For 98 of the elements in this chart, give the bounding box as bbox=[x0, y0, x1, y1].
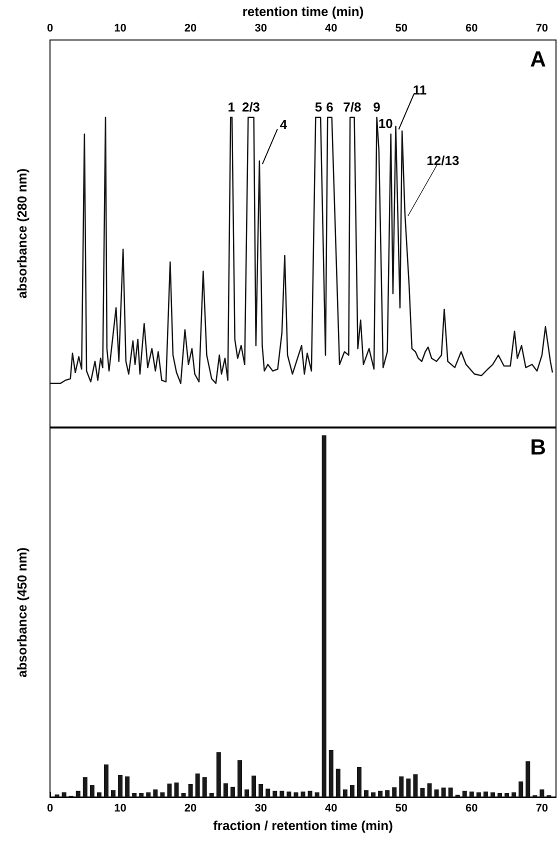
bar bbox=[448, 788, 453, 797]
bar bbox=[223, 783, 228, 797]
annotation: 2/3 bbox=[242, 99, 260, 114]
bar bbox=[476, 792, 481, 797]
annotation: 10 bbox=[378, 116, 393, 132]
bar bbox=[371, 792, 376, 797]
y-axis-title: absorbance (280 nm) bbox=[14, 168, 30, 299]
bar bbox=[76, 790, 80, 797]
x-tick-label: 40 bbox=[324, 802, 338, 814]
bar bbox=[427, 783, 432, 797]
x-tick-label: 50 bbox=[395, 802, 408, 814]
bar bbox=[202, 777, 207, 797]
bar bbox=[216, 752, 221, 797]
bar bbox=[90, 785, 94, 797]
bar bbox=[118, 774, 123, 797]
x-axis-title: retention time (min) bbox=[242, 4, 364, 19]
bar bbox=[314, 792, 320, 797]
bar bbox=[308, 790, 312, 797]
annotation: 5 bbox=[314, 99, 322, 114]
bar bbox=[104, 764, 108, 797]
bar bbox=[286, 792, 292, 797]
x-tick-label: 50 bbox=[395, 22, 408, 34]
bar bbox=[413, 774, 418, 797]
bar bbox=[294, 792, 298, 797]
annotation: 1 bbox=[228, 99, 235, 114]
bar bbox=[54, 794, 60, 797]
bar bbox=[498, 793, 502, 797]
bar bbox=[328, 750, 334, 797]
bar bbox=[238, 760, 242, 797]
bar bbox=[540, 789, 544, 797]
bar bbox=[434, 789, 439, 797]
bar bbox=[322, 435, 326, 797]
bar bbox=[266, 788, 270, 797]
bar bbox=[462, 790, 467, 797]
bar bbox=[512, 792, 516, 797]
bar bbox=[181, 793, 186, 797]
x-tick-label: 20 bbox=[184, 802, 197, 814]
bar bbox=[111, 790, 116, 797]
bar bbox=[441, 788, 446, 797]
bar bbox=[280, 790, 284, 797]
annotation: 6 bbox=[326, 99, 334, 114]
bar bbox=[392, 787, 397, 797]
annotation: 11 bbox=[412, 82, 427, 98]
bar bbox=[139, 793, 144, 797]
annotation: 9 bbox=[373, 99, 380, 114]
x-tick-label: 10 bbox=[114, 802, 126, 814]
bar bbox=[356, 766, 362, 797]
bar bbox=[132, 793, 137, 797]
bar bbox=[342, 789, 348, 797]
x-axis-title: fraction / retention time (min) bbox=[213, 818, 393, 833]
x-tick-label: 10 bbox=[114, 22, 126, 34]
bar bbox=[364, 790, 368, 797]
y-axis-title: absorbance (450 nm) bbox=[14, 547, 30, 678]
bar bbox=[483, 792, 488, 797]
bar bbox=[195, 773, 200, 797]
bar bbox=[160, 792, 165, 797]
bar bbox=[385, 790, 390, 797]
bar bbox=[96, 792, 102, 797]
annotation: 7/8 bbox=[343, 99, 362, 114]
bar bbox=[167, 784, 172, 797]
bar bbox=[209, 793, 214, 797]
annotation: 4 bbox=[280, 117, 288, 132]
x-tick-label: 30 bbox=[254, 802, 267, 814]
bar bbox=[82, 777, 88, 797]
bar bbox=[230, 786, 235, 797]
bar bbox=[336, 768, 340, 797]
bar bbox=[399, 776, 404, 797]
bar bbox=[490, 792, 495, 797]
bar bbox=[378, 790, 383, 797]
bar bbox=[420, 788, 425, 797]
bar bbox=[406, 778, 411, 797]
x-tick-label: 0 bbox=[46, 802, 54, 814]
bar bbox=[174, 782, 179, 797]
x-tick-label: 30 bbox=[254, 22, 267, 34]
bar bbox=[526, 761, 530, 797]
bar bbox=[153, 789, 158, 797]
x-tick-label: 0 bbox=[46, 22, 54, 34]
x-tick-label: 70 bbox=[536, 22, 548, 34]
x-tick-label: 60 bbox=[466, 802, 478, 814]
bar bbox=[146, 792, 151, 797]
x-tick-label: 40 bbox=[324, 22, 338, 34]
bar bbox=[258, 784, 264, 797]
x-tick-label: 60 bbox=[466, 22, 478, 34]
annotation: B bbox=[530, 434, 546, 460]
bar bbox=[272, 790, 278, 797]
bar bbox=[350, 785, 354, 797]
bar bbox=[62, 792, 66, 797]
bar bbox=[252, 776, 256, 797]
x-tick-label: 70 bbox=[536, 802, 548, 814]
bar bbox=[188, 784, 193, 797]
bar bbox=[504, 793, 510, 797]
bar bbox=[125, 776, 130, 797]
bar bbox=[518, 781, 524, 797]
bar bbox=[300, 792, 306, 797]
x-tick-label: 20 bbox=[184, 22, 197, 34]
annotation: 12/13 bbox=[426, 153, 460, 168]
text: A bbox=[530, 46, 546, 72]
bar bbox=[244, 789, 250, 797]
